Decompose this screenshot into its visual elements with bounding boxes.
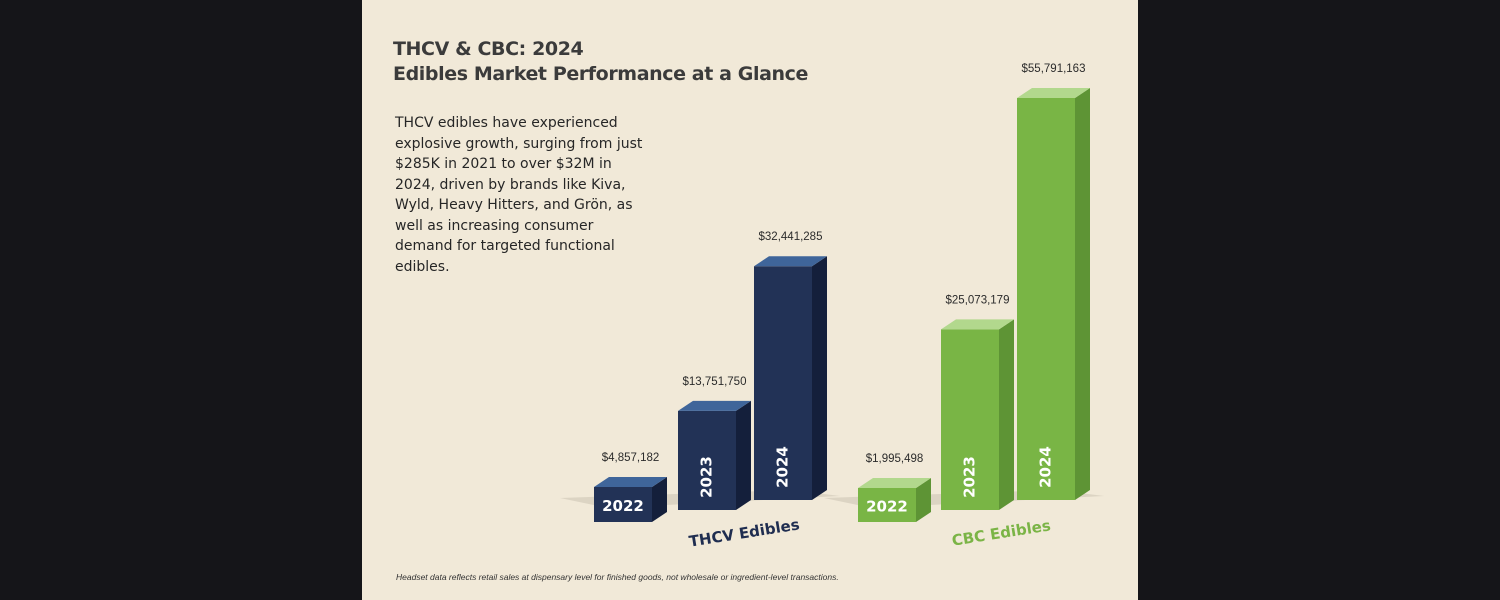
cbc-2024-bar-top: [1017, 88, 1090, 98]
thcv-2022-year-label: 2022: [602, 497, 644, 515]
thcv-2024-bar-top: [754, 256, 827, 267]
thcv-2022-value-label: $4,857,182: [602, 452, 660, 464]
cbc-2022-bar-front: [858, 488, 916, 522]
cbc-2023-year-label: 2023: [961, 456, 979, 498]
cbc-2022-bar-top: [858, 478, 931, 488]
title-line-2: Edibles Market Performance at a Glance: [393, 63, 808, 85]
bars-layer: $4,857,182 2022 $13,751,750 2023 $32,441,285…: [594, 63, 1090, 522]
thcv-edibles-label: THCV Edibles: [688, 515, 801, 550]
cbc-2022-year-label: 2022: [866, 498, 908, 516]
thcv-2023-bar-top: [678, 400, 751, 411]
thcv-2022-bar-front: [594, 487, 652, 522]
thcv-2023-value-label: $13,751,750: [683, 376, 747, 388]
title-line-1: THCV & CBC: 2024: [393, 38, 584, 60]
infographic-panel: THCV & CBC: 2024 Edibles Market Performa…: [362, 0, 1138, 600]
thcv-2024-bar-front: [754, 266, 812, 500]
edibles-bar-chart: $4,857,182 2022 $13,751,750 2023 $32,441,285…: [560, 63, 1104, 551]
thcv-2022-bar-top: [594, 477, 667, 488]
thcv-2023-bar-front: [678, 410, 736, 510]
cbc-2023-bar-side: [999, 319, 1014, 510]
cbc-2023-value-label: $25,073,179: [946, 294, 1010, 306]
cbc-2022-value-label: $1,995,498: [866, 453, 924, 465]
thcv-2022-bar-side: [652, 477, 667, 522]
cbc-2024-value-label: $55,791,163: [1022, 63, 1086, 75]
thcv-2023-bar-side: [736, 400, 751, 510]
description-text: THCV edibles have experienced explosive …: [395, 115, 643, 275]
cbc-2022-bar-side: [916, 478, 931, 522]
thcv-2023-year-label: 2023: [698, 456, 716, 498]
cbc-edibles-label: CBC Edibles: [951, 516, 1052, 549]
cbc-2024-bar-side: [1075, 88, 1090, 500]
thcv-2024-value-label: $32,441,285: [759, 231, 823, 243]
cbc-2024-bar-front: [1017, 98, 1075, 500]
thcv-2024-year-label: 2024: [774, 446, 792, 488]
cbc-2023-bar-top: [941, 319, 1014, 330]
thcv-2024-bar-side: [812, 256, 827, 500]
footnote: Headset data reflects retail sales at di…: [396, 572, 839, 582]
cbc-2023-bar-front: [941, 329, 999, 510]
cbc-2024-year-label: 2024: [1037, 446, 1055, 488]
